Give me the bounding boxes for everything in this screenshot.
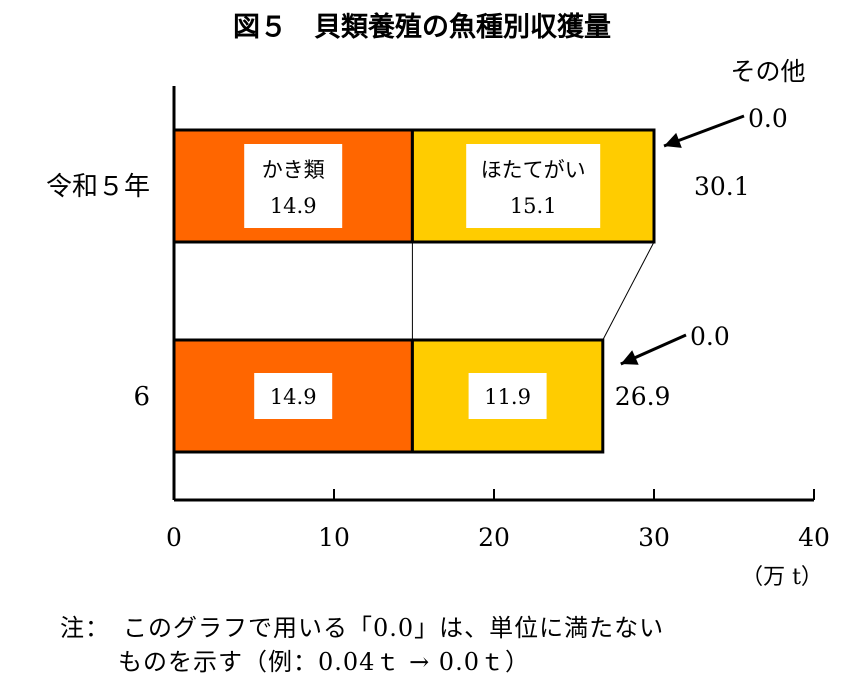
- series-name-label: かき類: [262, 158, 325, 182]
- data-label-box: [466, 144, 601, 228]
- series-name-label: その他: [730, 57, 805, 86]
- x-tick-label: 20: [478, 523, 510, 552]
- total-label: 26.9: [615, 382, 671, 411]
- data-label: 0.0: [690, 322, 730, 351]
- connector-line: [602, 241, 655, 341]
- series-name-label: ほたてがい: [481, 158, 586, 182]
- data-label-box: [244, 144, 343, 228]
- x-tick-label: 10: [318, 523, 350, 552]
- chart-title: 図５ 貝類養殖の魚種別収獲量: [233, 11, 611, 43]
- data-label: 11.9: [484, 385, 531, 409]
- x-tick-label: 40: [798, 523, 830, 552]
- x-axis-unit: （万 t）: [741, 565, 823, 590]
- arrow-head: [664, 132, 682, 148]
- total-label: 30.1: [694, 172, 750, 201]
- data-label: 14.9: [270, 194, 317, 218]
- category-label: 令和５年: [46, 172, 150, 202]
- footnote-line-1: 注： このグラフで用いる「0.0」は、単位に満たない: [60, 614, 665, 642]
- data-label: 14.9: [270, 385, 317, 409]
- data-label: 15.1: [510, 194, 557, 218]
- data-label-box: [254, 373, 333, 419]
- footnote-line-2: ものを示す（例：0.04ｔ → 0.0ｔ）: [118, 648, 530, 676]
- category-label: 6: [133, 382, 150, 412]
- arrow-head: [620, 350, 639, 365]
- x-tick-label: 30: [638, 523, 670, 552]
- x-tick-label: 0: [166, 523, 182, 552]
- bar-segment: [172, 338, 414, 454]
- data-label: 0.0: [748, 104, 788, 133]
- data-label-box: [468, 373, 547, 419]
